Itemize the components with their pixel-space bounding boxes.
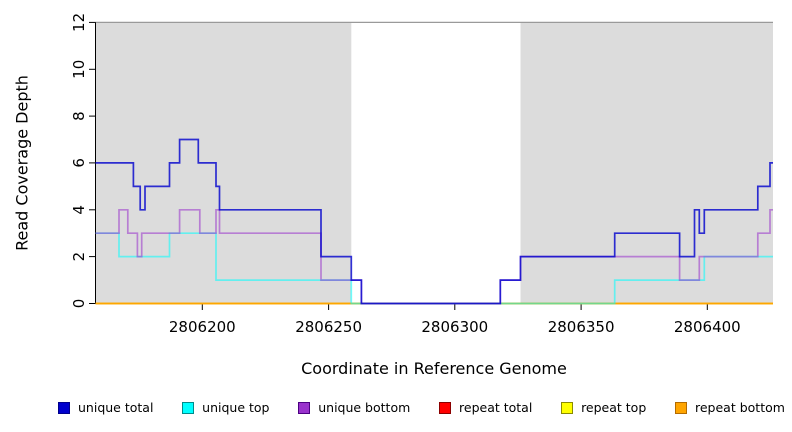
legend-item-repeat-total: repeat total xyxy=(439,401,532,414)
unique-total-swatch-icon xyxy=(58,401,70,414)
series-unique-total xyxy=(95,138,773,305)
repeat-total-swatch-icon xyxy=(439,401,452,414)
repeat-bottom-swatch-icon xyxy=(675,401,687,414)
legend-label-unique-bottom: unique bottom xyxy=(318,400,411,415)
chart-series-layer xyxy=(95,138,773,305)
y-tick-label: 0 xyxy=(70,299,88,309)
x-axis-label: Coordinate in Reference Genome xyxy=(301,359,567,378)
x-tick-label: 2806350 xyxy=(548,318,615,336)
y-tick-label: 12 xyxy=(70,13,88,32)
chart-background-layer xyxy=(95,21,773,304)
legend-item-unique-bottom: unique bottom xyxy=(298,401,410,414)
legend-item-unique-top: unique top xyxy=(182,401,269,414)
unique-top-swatch-icon xyxy=(182,401,195,414)
coverage-chart: 2806200 2806250 2806300 2806350 2806400 0 2 4 6 8… xyxy=(13,13,773,378)
legend-label-unique-top: unique top xyxy=(202,400,270,415)
legend-item-repeat-bottom: repeat bottom xyxy=(675,401,785,414)
y-tick-label: 8 xyxy=(70,111,88,121)
y-axis-label: Read Coverage Depth xyxy=(13,75,32,251)
x-tick-label: 2806250 xyxy=(295,318,362,336)
y-tick-label: 10 xyxy=(70,60,88,79)
x-tick-label: 2806200 xyxy=(169,318,236,336)
series-unique-bottom xyxy=(95,208,773,305)
legend-label-repeat-bottom: repeat bottom xyxy=(695,400,785,415)
x-tick-label: 2806400 xyxy=(674,318,741,336)
legend-item-unique-total: unique total xyxy=(58,401,153,414)
legend: unique total unique top unique bottom re… xyxy=(58,401,785,414)
legend-item-repeat-top: repeat top xyxy=(561,401,646,414)
y-tick-label: 2 xyxy=(70,252,88,262)
repeat-top-swatch-icon xyxy=(561,401,574,414)
y-tick-label: 4 xyxy=(70,205,88,215)
y-tick-label: 6 xyxy=(70,158,88,168)
legend-label-repeat-total: repeat total xyxy=(459,400,533,415)
unique-bottom-swatch-icon xyxy=(298,401,311,414)
shaded-region xyxy=(520,22,773,304)
legend-label-repeat-top: repeat top xyxy=(581,400,647,415)
legend-label-unique-total: unique total xyxy=(78,400,154,415)
x-tick-label: 2806300 xyxy=(421,318,488,336)
